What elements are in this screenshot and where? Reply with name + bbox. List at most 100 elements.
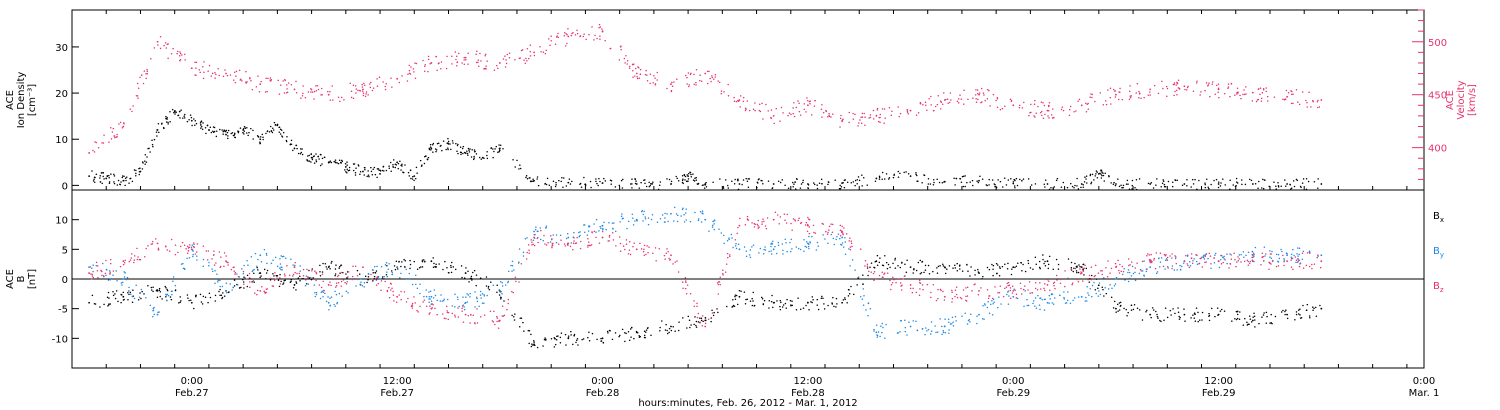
bz-point bbox=[827, 231, 829, 234]
bz-point bbox=[791, 229, 793, 231]
velocity-point bbox=[172, 47, 174, 50]
bz-point bbox=[1153, 257, 1156, 260]
bz-point bbox=[875, 278, 878, 280]
bx-point bbox=[588, 340, 591, 342]
velocity-point bbox=[1239, 94, 1241, 97]
bx-point bbox=[1038, 266, 1041, 269]
density-point bbox=[290, 143, 293, 146]
by-point bbox=[1000, 303, 1002, 305]
by-point bbox=[1052, 303, 1055, 305]
velocity-point bbox=[179, 59, 182, 61]
density-point bbox=[643, 179, 645, 182]
bx-point bbox=[823, 308, 826, 310]
bz-point bbox=[1011, 292, 1014, 294]
density-point bbox=[1091, 173, 1094, 176]
bx-point bbox=[400, 265, 402, 268]
bz-point bbox=[826, 233, 829, 235]
by-point bbox=[952, 321, 954, 323]
bx-point bbox=[372, 272, 374, 274]
velocity-point bbox=[1030, 103, 1032, 106]
velocity-point bbox=[533, 54, 536, 57]
density-point bbox=[363, 174, 365, 176]
velocity-point bbox=[898, 115, 900, 118]
bx-point bbox=[812, 298, 814, 301]
bx-point bbox=[844, 298, 846, 301]
bx-point bbox=[290, 279, 293, 281]
density-point bbox=[179, 110, 181, 113]
velocity-point bbox=[739, 95, 742, 97]
bx-point bbox=[401, 261, 403, 263]
density-point bbox=[590, 186, 592, 189]
bz-point bbox=[622, 245, 625, 247]
bx-point bbox=[624, 332, 626, 334]
bz-point bbox=[166, 249, 168, 251]
x-tick-sublabel: Feb.29 bbox=[1202, 388, 1236, 399]
density-point bbox=[784, 184, 786, 187]
by-point bbox=[598, 230, 600, 232]
by-point bbox=[876, 334, 878, 336]
velocity-point bbox=[384, 88, 387, 91]
density-point bbox=[1191, 178, 1194, 181]
bx-point bbox=[705, 319, 707, 322]
velocity-point bbox=[352, 84, 355, 86]
velocity-point bbox=[992, 93, 995, 96]
velocity-point bbox=[571, 32, 573, 35]
by-point bbox=[336, 301, 339, 304]
bz-point bbox=[625, 243, 628, 245]
velocity-point bbox=[710, 80, 712, 83]
by-point bbox=[281, 269, 283, 271]
bx-point bbox=[628, 339, 631, 342]
bx-point bbox=[263, 268, 266, 271]
bz-point bbox=[494, 323, 496, 326]
density-point bbox=[1236, 182, 1239, 184]
density-point bbox=[719, 178, 721, 180]
bz-point bbox=[701, 315, 704, 317]
bz-point bbox=[1220, 254, 1222, 257]
bx-point bbox=[970, 266, 972, 268]
bz-point bbox=[960, 298, 963, 300]
by-point bbox=[619, 221, 621, 223]
velocity-point bbox=[362, 94, 365, 97]
bx-point bbox=[773, 301, 776, 304]
velocity-point bbox=[1306, 101, 1308, 104]
by-point bbox=[626, 227, 628, 230]
velocity-point bbox=[632, 70, 634, 72]
bz-point bbox=[340, 285, 342, 287]
bz-point bbox=[186, 245, 189, 248]
by-point bbox=[1064, 302, 1067, 304]
density-point bbox=[745, 177, 747, 180]
bz-point bbox=[274, 271, 276, 274]
b-tick-label: 10 bbox=[55, 216, 68, 227]
by-point bbox=[844, 253, 847, 256]
bz-point bbox=[411, 302, 414, 305]
density-point bbox=[640, 181, 642, 184]
density-point bbox=[225, 129, 228, 132]
velocity-point bbox=[925, 104, 927, 106]
bz-point bbox=[1009, 287, 1012, 289]
density-point bbox=[1204, 186, 1207, 189]
bz-point bbox=[737, 226, 739, 229]
bz-point bbox=[223, 252, 226, 254]
bz-point bbox=[808, 232, 811, 235]
bz-point bbox=[296, 272, 298, 275]
bz-point bbox=[685, 281, 687, 284]
density-point bbox=[1235, 177, 1238, 180]
bx-point bbox=[88, 301, 91, 304]
density-point bbox=[1217, 183, 1220, 185]
bx-point bbox=[618, 335, 620, 338]
density-point bbox=[480, 158, 483, 160]
velocity-point bbox=[529, 55, 532, 57]
density-point bbox=[145, 161, 148, 163]
bz-point bbox=[1044, 289, 1046, 292]
bz-point bbox=[283, 273, 286, 275]
bz-point bbox=[1228, 267, 1230, 269]
bz-point bbox=[105, 259, 107, 262]
density-point bbox=[857, 176, 860, 178]
velocity-point bbox=[1052, 108, 1054, 110]
bz-point bbox=[311, 269, 313, 272]
by-point bbox=[1204, 254, 1207, 256]
bz-point bbox=[1175, 262, 1178, 265]
density-point bbox=[1084, 176, 1086, 178]
bx-point bbox=[1098, 284, 1100, 287]
bx-point bbox=[1047, 263, 1050, 266]
